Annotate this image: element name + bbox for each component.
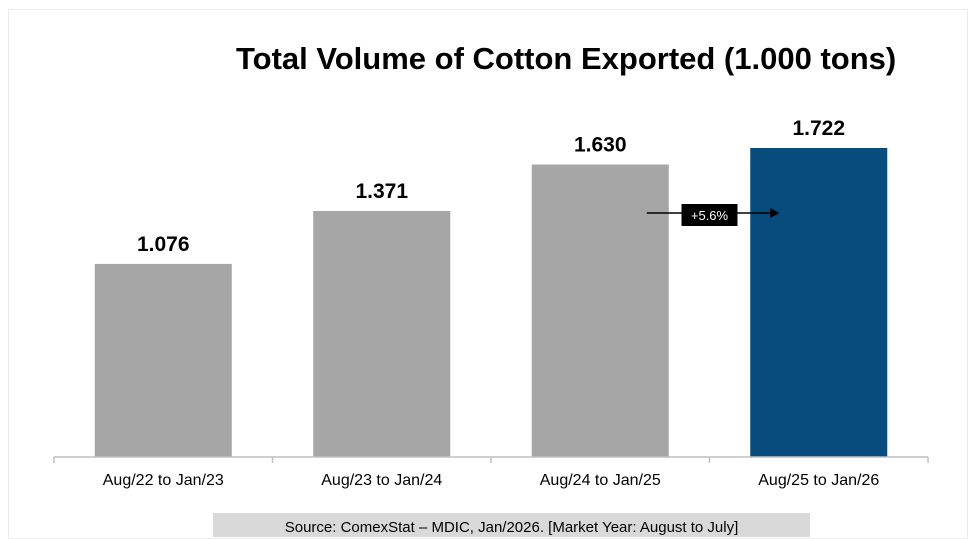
x-tick-label-1: Aug/22 to Jan/23 — [103, 472, 224, 489]
bar-4 — [750, 148, 888, 457]
source-note: Source: ComexStat – MDIC, Jan/2026. [Mar… — [213, 513, 810, 537]
bar-2 — [313, 210, 451, 457]
growth-label-box — [681, 204, 738, 226]
x-tick-label-2: Aug/23 to Jan/24 — [321, 472, 442, 489]
bar-value-label-2: 1.371 — [355, 180, 408, 203]
x-tick-label-3: Aug/24 to Jan/25 — [540, 472, 661, 489]
growth-arrow-head — [770, 208, 780, 218]
growth-label: +5.6% — [691, 208, 729, 223]
bar-value-label-1: 1.076 — [137, 233, 190, 256]
x-tick-label-4: Aug/25 to Jan/26 — [758, 472, 879, 489]
bar-3 — [531, 164, 669, 457]
bar-value-label-3: 1.630 — [574, 134, 627, 157]
bar-value-label-4: 1.722 — [792, 117, 845, 140]
bar-1 — [94, 263, 232, 457]
chart-title: Total Volume of Cotton Exported (1.000 t… — [236, 41, 897, 76]
